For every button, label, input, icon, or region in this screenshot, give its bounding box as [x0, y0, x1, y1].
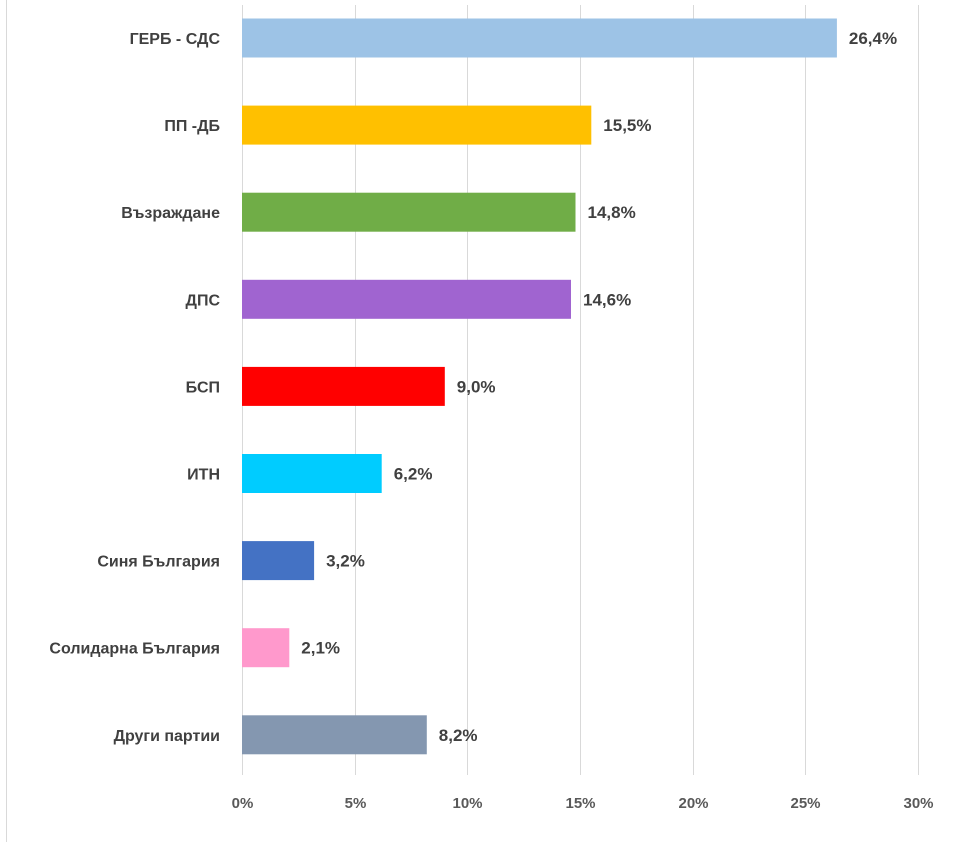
category-label: Солидарна България	[49, 641, 220, 658]
x-tick-label: 0%	[232, 795, 254, 812]
x-tick-label: 10%	[452, 795, 482, 812]
bar	[242, 192, 576, 232]
data-label: 14,8%	[588, 203, 636, 222]
data-label: 3,2%	[326, 552, 365, 571]
category-label: Други партии	[114, 728, 220, 745]
data-label: 14,6%	[583, 290, 631, 309]
category-label: ДПС	[186, 292, 221, 309]
data-label: 26,4%	[849, 29, 897, 48]
category-label: Възраждане	[121, 205, 220, 222]
x-tick-label: 30%	[903, 795, 933, 812]
x-tick-label: 15%	[565, 795, 595, 812]
category-label: ГЕРБ - СДС	[130, 31, 221, 48]
bar	[242, 454, 382, 493]
data-label: 6,2%	[394, 465, 433, 484]
category-label: ИТН	[187, 467, 220, 484]
bar	[242, 279, 571, 319]
category-label: БСП	[186, 379, 220, 396]
bar	[242, 628, 290, 668]
data-label: 2,1%	[301, 639, 340, 658]
x-tick-label: 25%	[790, 795, 820, 812]
labels: 0% 5% 10% 15% 20% 25% 30% ГЕРБ - СДС 26,4% ПП -ДБ…	[49, 29, 933, 812]
category-label: Синя България	[97, 554, 220, 571]
data-label: 8,2%	[439, 726, 478, 745]
bar	[242, 105, 592, 145]
category-label: ПП -ДБ	[164, 118, 220, 135]
bar	[242, 366, 445, 406]
bar	[242, 715, 427, 755]
data-label: 9,0%	[457, 377, 496, 396]
bars	[242, 18, 837, 755]
x-tick-label: 20%	[678, 795, 708, 812]
bar	[242, 18, 837, 58]
x-tick-label: 5%	[345, 795, 367, 812]
bar	[242, 541, 315, 581]
data-label: 15,5%	[603, 116, 651, 135]
chart-border-line	[6, 0, 7, 842]
